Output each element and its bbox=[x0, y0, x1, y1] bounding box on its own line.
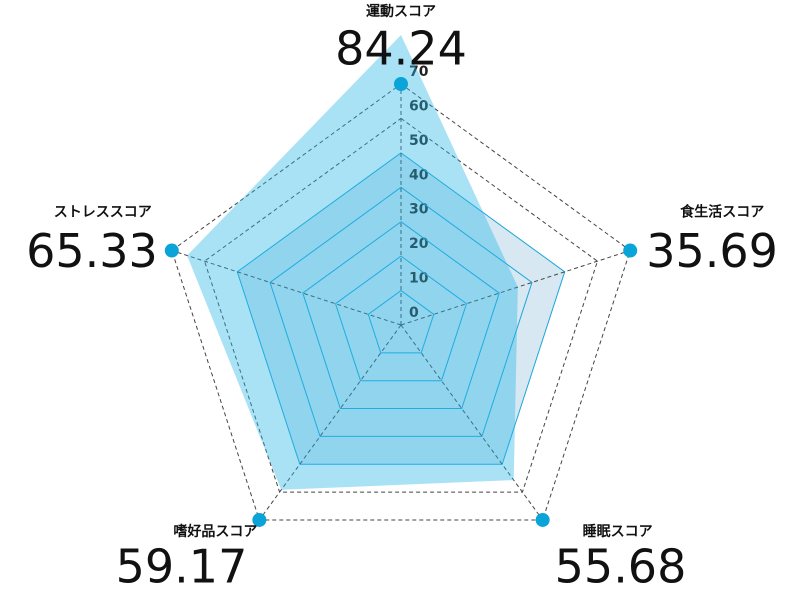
tick-label: 10 bbox=[409, 271, 429, 287]
grid-line bbox=[334, 255, 468, 382]
grid-line bbox=[302, 221, 500, 410]
value-label: 65.33 bbox=[26, 224, 158, 278]
tick-label: 50 bbox=[409, 133, 429, 149]
tick-label: 20 bbox=[409, 236, 429, 252]
axis-label: 睡眠スコア bbox=[583, 524, 653, 540]
axis-dot bbox=[394, 77, 408, 91]
grid-line bbox=[269, 186, 533, 437]
axis-label: 食生活スコア bbox=[680, 204, 764, 221]
spoke bbox=[171, 250, 402, 326]
grid-line bbox=[236, 152, 566, 465]
tick-label: 70 bbox=[409, 64, 429, 80]
tick-label: 0 bbox=[409, 305, 419, 321]
grid-line bbox=[171, 83, 631, 521]
spoke bbox=[400, 250, 631, 326]
value-label: 35.69 bbox=[646, 224, 778, 278]
axis-label: 嗜好品スコア bbox=[173, 523, 257, 540]
tick-label: 30 bbox=[409, 202, 429, 218]
axis-label: 運動スコア bbox=[366, 3, 436, 20]
value-label: 84.24 bbox=[335, 22, 467, 76]
spoke bbox=[400, 324, 544, 521]
grid-line bbox=[367, 289, 435, 354]
grid-line bbox=[203, 117, 599, 493]
data-area bbox=[187, 34, 518, 490]
axis-dot bbox=[164, 243, 179, 258]
axis-dot bbox=[535, 512, 550, 527]
tick-label: 40 bbox=[409, 167, 429, 183]
spoke bbox=[258, 324, 402, 521]
axis-dot bbox=[623, 243, 638, 258]
axis-label: ストレススコア bbox=[54, 205, 152, 221]
axis-dot bbox=[252, 512, 267, 527]
value-label: 59.17 bbox=[116, 539, 248, 593]
value-label: 55.68 bbox=[555, 539, 687, 593]
tick-label: 60 bbox=[409, 98, 429, 114]
